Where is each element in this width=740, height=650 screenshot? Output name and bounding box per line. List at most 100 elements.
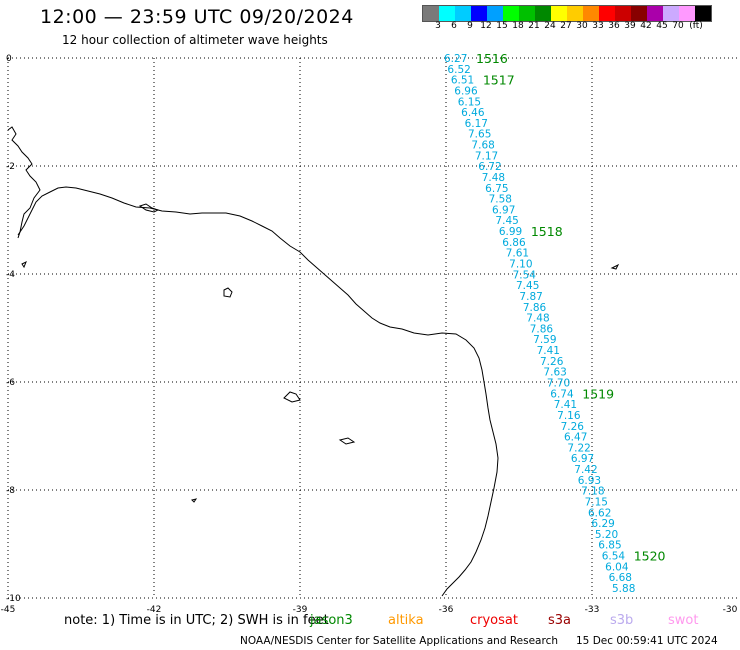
- pass-time-label: 1519: [582, 386, 614, 401]
- x-tick-label: -45: [1, 605, 16, 615]
- wave-height-value: 7.26: [561, 421, 585, 433]
- wave-height-value: 7.70: [547, 377, 570, 389]
- pass-time-label: 1516: [476, 51, 508, 66]
- legend-label: 21: [528, 21, 540, 31]
- legend-label: 12: [480, 21, 492, 31]
- legend-swatch: [535, 6, 551, 21]
- coastline-north: [7, 126, 41, 239]
- wave-height-value: 7.45: [516, 280, 539, 292]
- wave-height-value: 6.62: [588, 507, 611, 519]
- wave-height-value: 6.46: [461, 107, 485, 119]
- legend-label: 27: [560, 21, 572, 31]
- wave-height-value: 6.15: [458, 96, 481, 108]
- footer-note: note: 1) Time is in UTC; 2) SWH is in fe…: [64, 613, 329, 628]
- wave-height-value: 6.29: [591, 518, 614, 530]
- legend-label: 42: [640, 21, 652, 31]
- island: [191, 498, 198, 503]
- credit-line: NOAA/NESDIS Center for Satellite Applica…: [240, 635, 718, 647]
- legend-label: 45: [656, 21, 668, 31]
- legend-swatch: [503, 6, 519, 21]
- wave-height-value: 7.18: [581, 486, 604, 498]
- wave-height-value: 7.65: [468, 129, 491, 141]
- legend-swatch: [567, 6, 583, 21]
- wave-height-value: 7.10: [509, 259, 532, 271]
- wave-height-value: 7.58: [489, 194, 512, 206]
- wave-height-value: 6.74: [550, 388, 574, 400]
- legend-swatch: [439, 6, 455, 21]
- wave-height-value: 6.99: [499, 226, 522, 238]
- wave-height-value: 6.85: [598, 540, 621, 552]
- wave-height-value: 6.52: [447, 64, 470, 76]
- legend-swatch: [663, 6, 679, 21]
- wave-height-value: 7.61: [506, 248, 529, 260]
- wave-height-value: 5.20: [595, 529, 618, 541]
- wave-height-value: 6.27: [444, 53, 467, 65]
- wave-height-value: 7.63: [543, 367, 566, 379]
- legend-swatch: [631, 6, 647, 21]
- satellite-swot: swot: [668, 613, 699, 628]
- wave-height-value: 6.72: [478, 161, 501, 173]
- legend-label: 6: [451, 21, 457, 31]
- island: [21, 260, 27, 269]
- altimeter-track: 6.276.526.516.966.156.466.177.657.687.17…: [444, 53, 635, 595]
- coastline: [17, 186, 499, 597]
- wave-height-value: 6.86: [502, 237, 526, 249]
- legend-label: 33: [592, 21, 604, 31]
- island: [338, 437, 356, 445]
- wave-height-value: 7.26: [540, 356, 564, 368]
- satellite-s3a: s3a: [548, 613, 572, 628]
- y-tick-label: -8: [6, 486, 15, 496]
- y-tick-label: -2: [6, 162, 15, 172]
- legend-swatch: [423, 6, 439, 21]
- wave-height-value: 6.54: [602, 551, 626, 563]
- wave-height-value: 6.97: [571, 453, 594, 465]
- time-labels: 1516 1517 1518 1519 1520: [476, 51, 666, 564]
- wave-height-value: 6.68: [609, 572, 632, 584]
- legend-swatch: [583, 6, 599, 21]
- wave-height-value: 7.86: [530, 323, 554, 335]
- island: [610, 263, 620, 270]
- legend-swatch: [519, 6, 535, 21]
- legend-label: 39: [624, 21, 636, 31]
- legend-swatch: [487, 6, 503, 21]
- wave-height-value: 5.88: [612, 583, 635, 595]
- legend-swatch: [551, 6, 567, 21]
- legend-label: 9: [467, 21, 473, 31]
- legend-label: 15: [496, 21, 508, 31]
- axis-ticks: -45 -42 -39 -36 -33 -30 0 -2 -4 -6 -8 -10: [1, 54, 738, 615]
- y-tick-label: -4: [6, 270, 15, 280]
- wave-height-value: 6.47: [564, 432, 587, 444]
- map-title: 12:00 — 23:59 UTC 09/20/2024: [40, 6, 354, 28]
- wave-height-value: 7.48: [526, 313, 549, 325]
- legend-label: 3: [435, 21, 441, 31]
- wave-height-value: 7.15: [585, 496, 608, 508]
- legend-swatch: [679, 6, 695, 21]
- pass-time-label: 1517: [483, 73, 515, 88]
- wave-height-value: 7.86: [523, 302, 547, 314]
- wave-height-value: 7.87: [519, 291, 542, 303]
- timestamp: 15 Dec 00:59:41 UTC 2024: [576, 635, 718, 647]
- legend-label: 18: [512, 21, 524, 31]
- wave-height-value: 7.42: [574, 464, 597, 476]
- map-subtitle: 12 hour collection of altimeter wave hei…: [62, 33, 328, 47]
- map-grid: [7, 57, 738, 599]
- wave-height-value: 7.68: [471, 140, 494, 152]
- wave-height-value: 6.93: [578, 475, 601, 487]
- legend-swatch: [647, 6, 663, 21]
- legend-label: 36: [608, 21, 620, 31]
- wave-height-value: 7.45: [495, 215, 518, 227]
- y-tick-label: -6: [6, 378, 15, 388]
- wave-height-value: 6.51: [451, 75, 474, 87]
- satellite-altika: altika: [388, 613, 424, 628]
- wave-height-value: 6.96: [454, 85, 478, 97]
- wave-height-value: 7.59: [533, 334, 556, 346]
- pass-time-label: 1520: [634, 549, 666, 564]
- island: [283, 391, 301, 403]
- legend-swatch: [615, 6, 631, 21]
- x-tick-label: -36: [439, 605, 454, 615]
- x-tick-label: -39: [293, 605, 308, 615]
- legend-swatch: [471, 6, 487, 21]
- legend-swatch: [599, 6, 615, 21]
- pass-time-label: 1518: [531, 224, 563, 239]
